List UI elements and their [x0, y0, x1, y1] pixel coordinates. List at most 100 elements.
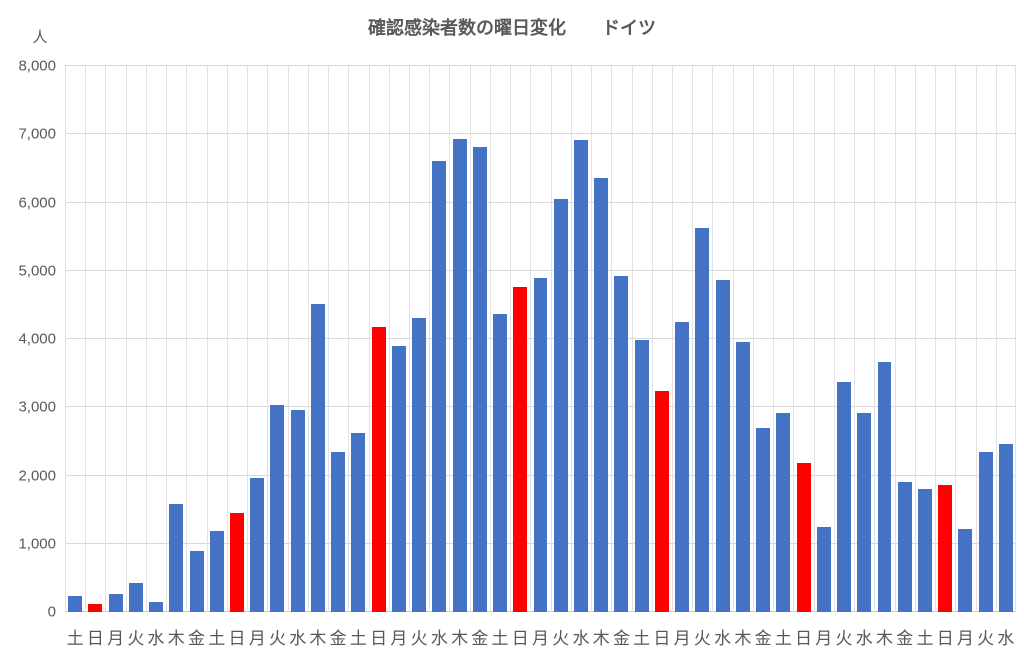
- bar-column: [793, 66, 813, 612]
- vertical-gridline: [267, 66, 269, 612]
- vertical-gridline: [692, 66, 694, 612]
- bar: [351, 432, 366, 612]
- bar-column: [632, 66, 652, 612]
- x-tick-label: 日: [86, 628, 104, 648]
- y-tick-label: 8,000: [18, 57, 56, 75]
- bar: [958, 528, 973, 612]
- bar-series: [65, 66, 1016, 612]
- x-tick-label: 水: [430, 628, 448, 648]
- bar: [68, 596, 83, 612]
- bar: [108, 594, 123, 612]
- y-tick-label: 3,000: [18, 398, 56, 416]
- bar: [290, 409, 305, 612]
- bar: [816, 526, 831, 612]
- bar: [310, 304, 325, 612]
- bar-column: [996, 66, 1016, 612]
- bar: [917, 489, 932, 612]
- bar: [189, 551, 204, 612]
- bar: [209, 530, 224, 612]
- vertical-gridline: [712, 66, 714, 612]
- x-axis-tick-labels: 土日月火水木金土日月火水木金土日月火水木金土日月火水木金土日月火水木金土日月火水…: [65, 618, 1016, 654]
- vertical-gridline: [955, 66, 957, 612]
- x-tick-label: 土: [491, 628, 509, 648]
- vertical-gridline: [145, 66, 147, 612]
- bar-column: [166, 66, 186, 612]
- x-tick-label: 火: [552, 628, 570, 648]
- bar-column: [854, 66, 874, 612]
- bar-column: [267, 66, 287, 612]
- bar-column: [915, 66, 935, 612]
- bar-column: [328, 66, 348, 612]
- bar: [634, 339, 649, 612]
- x-tick-label: 火: [127, 628, 145, 648]
- y-tick-label: 6,000: [18, 194, 56, 211]
- bar-column: [369, 66, 389, 612]
- x-tick-label: 火: [977, 628, 995, 648]
- bar-column: [247, 66, 267, 612]
- x-tick-label: 月: [390, 628, 408, 648]
- x-tick-label: 土: [66, 628, 84, 648]
- vertical-gridline: [307, 66, 309, 612]
- bar-sunday-highlight: [796, 462, 811, 612]
- bar: [877, 361, 892, 612]
- x-tick-label: 月: [673, 628, 691, 648]
- bar-column: [348, 66, 368, 612]
- x-tick-label: 木: [451, 628, 469, 648]
- bar-column: [672, 66, 692, 612]
- bar-column: [773, 66, 793, 612]
- bar-sunday-highlight: [938, 485, 953, 612]
- vertical-gridline: [247, 66, 249, 612]
- x-tick-label: 木: [592, 628, 610, 648]
- bar-column: [288, 66, 308, 612]
- bar-column: [510, 66, 530, 612]
- vertical-gridline: [651, 66, 653, 612]
- bar: [675, 321, 690, 612]
- y-axis-tick-labels: 0 1,000 2,000 3,000 4,000 5,000 6,000 7,000 8,00…: [0, 58, 56, 621]
- vertical-gridline: [732, 66, 734, 612]
- y-tick-label: 5,000: [18, 262, 56, 280]
- x-tick-label: 日: [228, 628, 246, 648]
- bar: [594, 177, 609, 612]
- vertical-gridline: [226, 66, 228, 612]
- bar: [128, 582, 143, 612]
- vertical-gridline: [469, 66, 471, 612]
- bar-column: [490, 66, 510, 612]
- bar-column: [955, 66, 975, 612]
- bar-column: [753, 66, 773, 612]
- x-tick-label: 水: [855, 628, 873, 648]
- bar-column: [611, 66, 631, 612]
- chart-title: 確認感染者数の曜日変化 ドイツ: [368, 18, 656, 38]
- y-tick-label: 2,000: [18, 467, 56, 484]
- vertical-gridline: [854, 66, 856, 612]
- bar: [857, 412, 872, 612]
- bar-sunday-highlight: [371, 327, 386, 612]
- x-tick-label: 月: [956, 628, 974, 648]
- bar-sunday-highlight: [654, 390, 669, 612]
- x-tick-label: 日: [795, 628, 813, 648]
- x-tick-label: 日: [370, 628, 388, 648]
- bar-column: [409, 66, 429, 612]
- horizontal-gridline: [65, 133, 1016, 135]
- bar: [472, 146, 487, 612]
- x-tick-label: 土: [774, 628, 792, 648]
- vertical-gridline: [935, 66, 937, 612]
- bar-column: [530, 66, 550, 612]
- bar: [837, 382, 851, 612]
- x-tick-label: 日: [936, 628, 954, 648]
- bar-column: [429, 66, 449, 612]
- y-tick-label: 1,000: [18, 535, 56, 553]
- x-tick-label: 土: [916, 628, 934, 648]
- vertical-gridline: [125, 66, 127, 612]
- bar-column: [935, 66, 955, 612]
- x-tick-label: 木: [875, 628, 893, 648]
- bar: [432, 160, 447, 612]
- bar: [998, 444, 1013, 612]
- vertical-gridline: [631, 66, 633, 612]
- vertical-gridline: [975, 66, 977, 612]
- vertical-gridline: [348, 66, 350, 612]
- x-tick-label: 火: [693, 628, 711, 648]
- bar-column: [571, 66, 591, 612]
- bar-column: [470, 66, 490, 612]
- x-tick-label: 土: [349, 628, 367, 648]
